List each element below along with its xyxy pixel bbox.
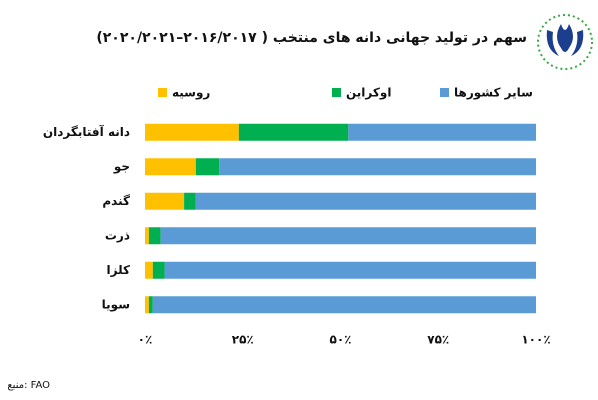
x-tick-label: ۱۰۰٪ — [521, 333, 550, 347]
legend-swatch — [440, 88, 449, 97]
x-tick-label: ۲۵٪ — [232, 333, 254, 347]
bar-segment — [184, 192, 196, 210]
x-tick-label: ۵۰٪ — [330, 333, 352, 347]
y-tick-label: سویا — [102, 297, 130, 312]
legend-label: روسیه — [172, 86, 210, 101]
bar-segment — [152, 261, 165, 279]
source: منبع: FAO — [7, 380, 50, 391]
logo — [537, 14, 593, 70]
bar-segment — [145, 227, 149, 245]
bar-segment — [145, 158, 196, 176]
bar-segment — [152, 296, 536, 314]
bar-segment — [145, 192, 185, 210]
chart-title: سهم در تولید جهانی دانه های منتخب ( ۲۰۱۶… — [96, 30, 527, 46]
y-tick-label: گندم — [102, 194, 130, 209]
bar-segment — [148, 296, 153, 314]
bar-segment — [145, 123, 239, 141]
x-tick-label: ۷۵٪ — [427, 333, 449, 347]
bar-segment — [238, 123, 349, 141]
legend-label: اوکراین — [346, 86, 391, 101]
bar-segment — [195, 158, 220, 176]
bar-segment — [145, 261, 153, 279]
y-tick-label: ذرت — [105, 228, 130, 242]
legend-swatch — [332, 88, 341, 97]
y-tick-label: جو — [113, 159, 130, 174]
bar-segment — [164, 261, 537, 279]
bar-segment — [219, 158, 537, 176]
bar-segment — [160, 227, 536, 245]
bar-segment — [195, 192, 536, 210]
bar-segment — [148, 227, 161, 245]
bar-segment — [348, 123, 536, 141]
y-tick-label: دانه آفتابگردان — [43, 124, 130, 139]
y-tick-label: کلزا — [107, 263, 130, 277]
legend-label: سایر کشورها — [454, 86, 533, 101]
legend-swatch — [158, 88, 167, 97]
bar-segment — [145, 296, 149, 314]
x-tick-label: ۰٪ — [138, 333, 153, 347]
